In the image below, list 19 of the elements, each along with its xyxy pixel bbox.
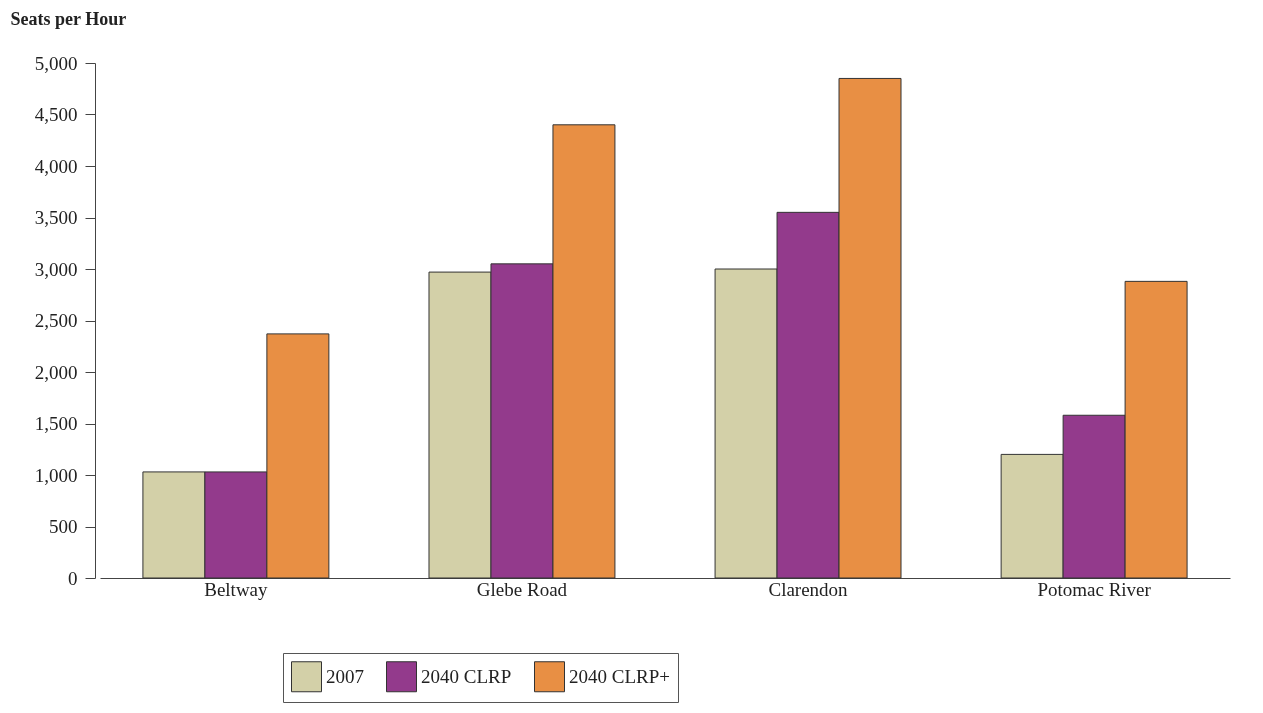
y-tick-label: 4,500	[34, 104, 78, 125]
x-tick-label: Clarendon	[768, 578, 849, 600]
y-tick-label: 3,500	[34, 207, 78, 228]
x-tick-label: Beltway	[204, 578, 269, 600]
y-tick-label: 1,500	[34, 413, 78, 434]
y-tick-label: 0	[68, 567, 78, 589]
y-tick-label: 5,000	[34, 52, 78, 74]
legend-label: 2040 CLRP+	[569, 665, 670, 687]
y-tick-label: 4,000	[34, 155, 78, 177]
legend-label: 2007	[326, 665, 364, 687]
y-axis-title: Seats per Hour	[10, 8, 127, 29]
x-tick-label: Glebe Road	[476, 578, 568, 600]
legend-label: 2040 CLRP	[421, 665, 512, 687]
y-tick-label: 3,000	[34, 258, 78, 280]
y-tick-label: 2,000	[34, 361, 78, 383]
y-tick-label: 1,000	[34, 464, 78, 486]
y-tick-label: 2,500	[34, 310, 78, 331]
y-tick-label: 500	[49, 516, 78, 537]
x-tick-label: Potomac River	[1037, 578, 1152, 600]
